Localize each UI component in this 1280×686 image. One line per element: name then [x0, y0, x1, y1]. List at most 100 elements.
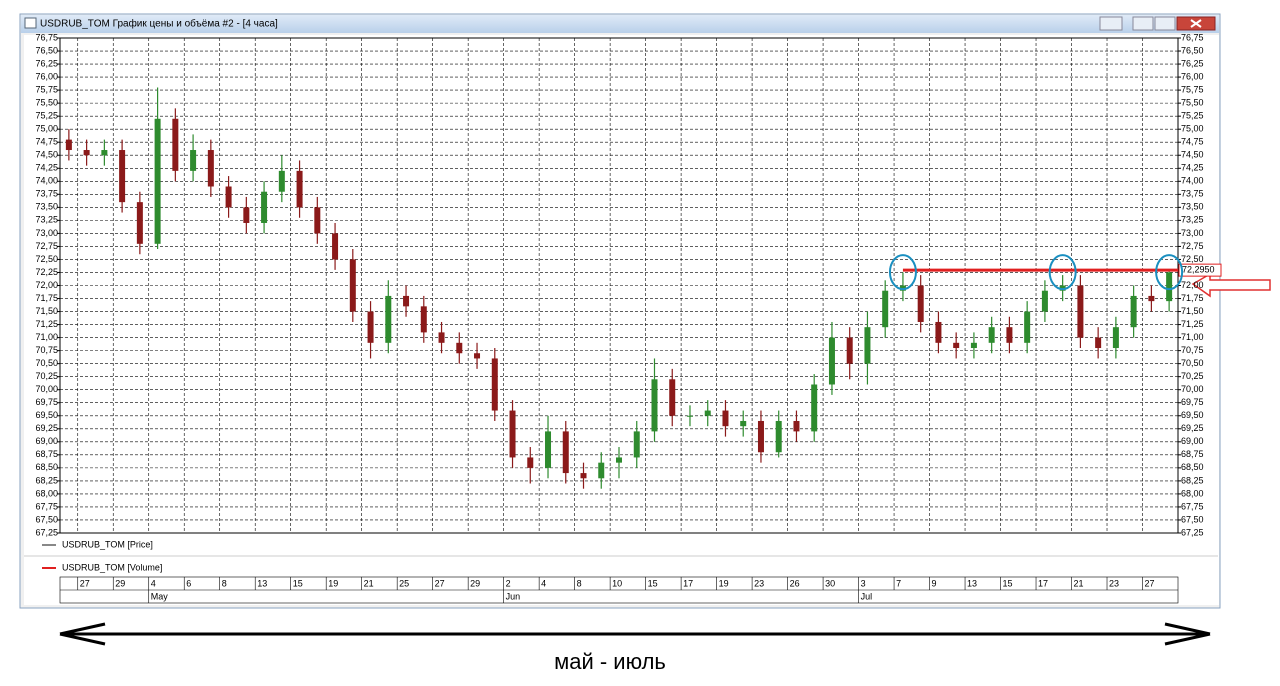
y-tick-label: 70,00 [35, 384, 58, 394]
x-tick-label: 15 [648, 578, 658, 588]
y-tick-label: 74,00 [1181, 176, 1204, 186]
y-tick-label: 75,25 [35, 111, 58, 121]
candle-body [314, 207, 321, 234]
highlight-circle [1048, 254, 1077, 291]
candle-body [1095, 337, 1102, 349]
minimize-button[interactable] [1132, 16, 1154, 31]
y-tick-label: 70,50 [1181, 358, 1204, 368]
x-tick-label: 23 [754, 578, 764, 588]
candle-body [935, 321, 942, 343]
candle-body [917, 285, 924, 322]
legend-price: USDRUB_TOM [Price] [62, 539, 153, 549]
candle-body [136, 202, 143, 244]
candle-body [83, 150, 90, 156]
candle-body [864, 327, 871, 364]
y-tick-label: 71,25 [1181, 319, 1204, 329]
y-tick-label: 74,25 [35, 163, 58, 173]
candle-body [207, 150, 214, 187]
x-tick-label: 15 [293, 578, 303, 588]
candle-body [278, 170, 285, 192]
y-tick-label: 71,00 [35, 332, 58, 342]
y-tick-label: 67,75 [35, 501, 58, 511]
month-label: Jul [861, 591, 873, 601]
x-tick-label: 6 [186, 578, 191, 588]
y-tick-label: 72,75 [1181, 241, 1204, 251]
candle-body [1166, 272, 1173, 302]
chart-area [24, 35, 1219, 605]
y-tick-label: 75,50 [1181, 98, 1204, 108]
candle-body [349, 259, 356, 312]
y-tick-label: 75,75 [1181, 84, 1204, 94]
y-tick-label: 68,00 [35, 488, 58, 498]
candle-body [474, 353, 481, 359]
x-tick-label: 8 [222, 578, 227, 588]
y-tick-label: 67,25 [35, 527, 58, 537]
x-tick-label: 2 [506, 578, 511, 588]
candle-body [722, 410, 729, 427]
candle-body [616, 457, 622, 463]
y-tick-label: 72,00 [35, 280, 58, 290]
highlight-circle [888, 254, 917, 291]
x-tick-label: 8 [577, 578, 582, 588]
candle-body [509, 410, 516, 458]
candle-body [1041, 290, 1048, 312]
candle-body [740, 420, 747, 427]
y-tick-label: 69,00 [1181, 436, 1204, 446]
candle-body [988, 327, 995, 343]
x-tick-label: 29 [115, 578, 125, 588]
y-tick-label: 74,50 [35, 150, 58, 160]
y-tick-label: 68,50 [35, 462, 58, 472]
x-tick-label: 27 [80, 578, 90, 588]
x-tick-label: 19 [719, 578, 729, 588]
maximize-button[interactable] [1154, 16, 1176, 31]
y-tick-label: 72,25 [35, 267, 58, 277]
candle-body [953, 342, 960, 349]
y-tick-label: 76,75 [35, 32, 58, 42]
x-tick-label: 13 [967, 578, 977, 588]
y-tick-label: 70,25 [35, 371, 58, 381]
period-label: май - июль [554, 649, 666, 674]
y-tick-label: 73,50 [35, 202, 58, 212]
y-tick-label: 75,50 [35, 98, 58, 108]
window-icon [24, 17, 37, 29]
y-tick-label: 72,75 [35, 241, 58, 251]
x-tick-label: 29 [470, 578, 480, 588]
x-tick-label: 17 [1038, 578, 1048, 588]
y-tick-label: 71,75 [35, 293, 58, 303]
y-tick-label: 67,25 [1181, 527, 1204, 537]
y-tick-label: 69,25 [35, 423, 58, 433]
candle-body [651, 379, 658, 432]
y-tick-label: 73,50 [1181, 202, 1204, 212]
y-tick-label: 76,75 [1181, 32, 1204, 42]
y-tick-label: 75,75 [35, 84, 58, 94]
y-tick-label: 68,00 [1181, 488, 1204, 498]
y-tick-label: 69,50 [1181, 410, 1204, 420]
y-tick-label: 73,25 [35, 215, 58, 225]
x-tick-label: 10 [612, 578, 622, 588]
y-tick-label: 75,25 [1181, 111, 1204, 121]
y-tick-label: 68,75 [35, 449, 58, 459]
y-tick-label: 76,50 [1181, 45, 1204, 55]
y-tick-label: 67,75 [1181, 501, 1204, 511]
pointer-arrow [1191, 272, 1271, 298]
x-tick-label: 25 [399, 578, 409, 588]
candle-body [669, 379, 676, 416]
y-tick-label: 70,75 [1181, 345, 1204, 355]
pin-button[interactable] [1099, 16, 1123, 31]
x-tick-label: 7 [896, 578, 901, 588]
y-tick-label: 76,25 [35, 58, 58, 68]
y-tick-label: 71,50 [1181, 306, 1204, 316]
candle-body [261, 191, 268, 223]
y-tick-label: 73,75 [35, 189, 58, 199]
x-tick-label: 19 [328, 578, 338, 588]
x-tick-label: 13 [257, 578, 267, 588]
y-tick-label: 71,75 [1181, 293, 1204, 303]
candle-body [1112, 327, 1119, 349]
y-tick-label: 70,25 [1181, 371, 1204, 381]
candle-body [598, 462, 605, 479]
candle-body [846, 337, 853, 364]
y-tick-label: 68,50 [1181, 462, 1204, 472]
month-label: Jun [506, 591, 521, 601]
candle-body [793, 420, 800, 432]
